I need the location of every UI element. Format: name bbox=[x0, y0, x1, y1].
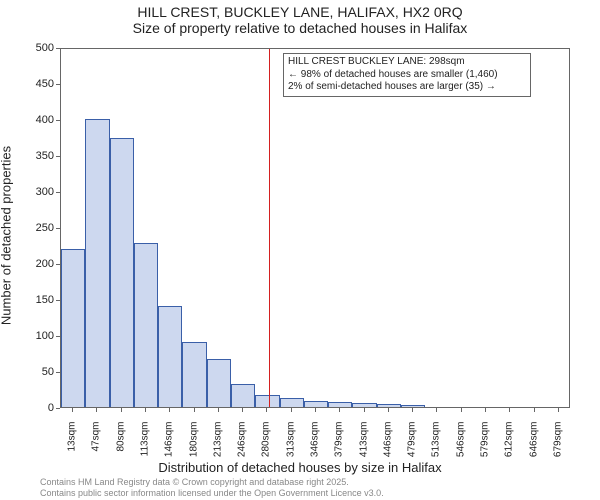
y-tick-label: 350 bbox=[14, 150, 54, 162]
y-tick-label: 500 bbox=[14, 42, 54, 54]
y-tick-label: 400 bbox=[14, 114, 54, 126]
x-tick-mark bbox=[194, 408, 195, 412]
histogram-bar bbox=[61, 249, 85, 407]
x-tick-mark bbox=[169, 408, 170, 412]
x-tick-mark bbox=[291, 408, 292, 412]
y-axis-title: Number of detached properties bbox=[0, 146, 14, 325]
x-tick-mark bbox=[121, 408, 122, 412]
y-tick-label: 0 bbox=[14, 402, 54, 414]
x-tick-mark bbox=[145, 408, 146, 412]
x-tick-mark bbox=[388, 408, 389, 412]
histogram-bars bbox=[61, 49, 569, 407]
y-tick-label: 50 bbox=[14, 366, 54, 378]
title-line-2: Size of property relative to detached ho… bbox=[0, 20, 600, 36]
attribution-line: Contains HM Land Registry data © Crown c… bbox=[40, 477, 384, 487]
title-block: HILL CREST, BUCKLEY LANE, HALIFAX, HX2 0… bbox=[0, 0, 600, 36]
histogram-bar bbox=[280, 398, 304, 407]
annotation-box: HILL CREST BUCKLEY LANE: 298sqm ← 98% of… bbox=[283, 53, 531, 97]
y-tick-mark bbox=[56, 408, 60, 409]
histogram-bar bbox=[304, 401, 328, 407]
histogram-bar bbox=[231, 384, 255, 407]
x-tick-mark bbox=[509, 408, 510, 412]
y-tick-label: 200 bbox=[14, 258, 54, 270]
x-tick-mark bbox=[558, 408, 559, 412]
histogram-bar bbox=[328, 402, 352, 407]
x-tick-mark bbox=[266, 408, 267, 412]
histogram-bar bbox=[207, 359, 231, 407]
x-tick-mark bbox=[461, 408, 462, 412]
annotation-line: 2% of semi-detached houses are larger (3… bbox=[288, 81, 526, 94]
y-tick-label: 250 bbox=[14, 222, 54, 234]
x-tick-mark bbox=[72, 408, 73, 412]
attribution: Contains HM Land Registry data © Crown c… bbox=[40, 477, 384, 498]
histogram-bar bbox=[110, 138, 134, 407]
annotation-line: ← 98% of detached houses are smaller (1,… bbox=[288, 69, 526, 82]
x-tick-mark bbox=[364, 408, 365, 412]
x-tick-mark bbox=[242, 408, 243, 412]
x-tick-mark bbox=[339, 408, 340, 412]
plot-area: HILL CREST BUCKLEY LANE: 298sqm ← 98% of… bbox=[60, 48, 570, 408]
chart-root: HILL CREST, BUCKLEY LANE, HALIFAX, HX2 0… bbox=[0, 0, 600, 500]
x-tick-mark bbox=[412, 408, 413, 412]
y-tick-label: 100 bbox=[14, 330, 54, 342]
y-tick-label: 450 bbox=[14, 78, 54, 90]
histogram-bar bbox=[182, 342, 206, 407]
reference-line bbox=[269, 49, 270, 407]
histogram-bar bbox=[255, 395, 279, 407]
x-tick-mark bbox=[218, 408, 219, 412]
histogram-bar bbox=[377, 404, 401, 407]
x-tick-mark bbox=[485, 408, 486, 412]
y-tick-label: 300 bbox=[14, 186, 54, 198]
x-axis-title: Distribution of detached houses by size … bbox=[0, 460, 600, 475]
histogram-bar bbox=[85, 119, 109, 407]
y-tick-label: 150 bbox=[14, 294, 54, 306]
histogram-bar bbox=[352, 403, 376, 407]
histogram-bar bbox=[401, 405, 425, 407]
histogram-bar bbox=[134, 243, 158, 407]
annotation-line: HILL CREST BUCKLEY LANE: 298sqm bbox=[288, 56, 526, 69]
histogram-bar bbox=[158, 306, 182, 407]
title-line-1: HILL CREST, BUCKLEY LANE, HALIFAX, HX2 0… bbox=[0, 4, 600, 20]
x-tick-mark bbox=[96, 408, 97, 412]
attribution-line: Contains public sector information licen… bbox=[40, 488, 384, 498]
x-tick-mark bbox=[436, 408, 437, 412]
x-tick-mark bbox=[534, 408, 535, 412]
x-tick-mark bbox=[315, 408, 316, 412]
